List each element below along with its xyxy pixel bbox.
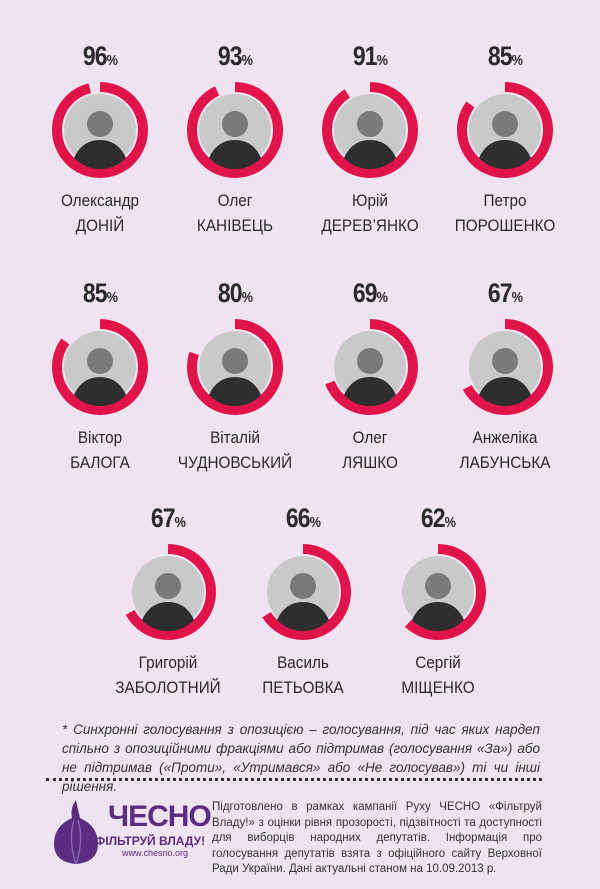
percent-label: 67%	[150, 503, 186, 533]
photo-shoulders	[74, 377, 126, 407]
ring-arc	[52, 82, 148, 178]
percent-ring	[457, 82, 553, 178]
ring-arc	[390, 544, 486, 640]
footnote: * Синхронні голосування з опозицією – го…	[62, 722, 540, 794]
ring-arc	[255, 544, 351, 640]
percent-label: 91%	[352, 41, 388, 71]
ring-arc	[187, 82, 283, 178]
photo-head	[87, 111, 113, 137]
garlic-logo-icon	[54, 800, 98, 865]
photo-head	[87, 348, 113, 374]
deputy-card: 69% Олег ЛЯШКО	[300, 277, 440, 475]
photo-shoulders	[74, 140, 126, 170]
photo-head	[222, 348, 248, 374]
photo-head	[357, 111, 383, 137]
ring-arc	[120, 544, 216, 640]
brand-url[interactable]: www.chesno.org	[122, 848, 189, 858]
percent-label: 62%	[420, 503, 456, 533]
ring-arc	[187, 319, 283, 415]
photo-head	[357, 348, 383, 374]
deputy-card: 67% Анжеліка ЛАБУНСЬКА	[435, 277, 575, 475]
ring-arc	[322, 319, 418, 415]
photo-head	[425, 573, 451, 599]
ring-arc	[322, 82, 418, 178]
deputy-name: Віктор БАЛОГА	[70, 428, 130, 472]
photo-head	[222, 111, 248, 137]
photo-shoulders	[142, 602, 194, 632]
photo-shoulders	[344, 377, 396, 407]
photo-shoulders	[209, 377, 261, 407]
percent-ring	[52, 82, 148, 178]
percent-label: 85%	[82, 278, 118, 308]
deputy-name: Сергій МІЩЕНКО	[401, 653, 475, 697]
deputy-name: Анжеліка ЛАБУНСЬКА	[459, 428, 551, 472]
deputy-name: Олег ЛЯШКО	[342, 428, 398, 472]
photo-shoulders	[209, 140, 261, 170]
deputy-card: 85% Віктор БАЛОГА	[30, 277, 170, 475]
brand-name: ЧЕСНО	[108, 800, 212, 833]
deputy-card: 96% Олександр ДОНІЙ	[30, 40, 170, 238]
percent-label: 69%	[352, 278, 388, 308]
photo-head	[290, 573, 316, 599]
percent-label: 67%	[487, 278, 523, 308]
deputy-card: 91% Юрій ДЕРЕВ’ЯНКО	[300, 40, 440, 238]
credits-text: Підготовлено в рамках кампанії Руху ЧЕСН…	[212, 801, 542, 875]
ring-arc	[457, 82, 553, 178]
photo-head	[155, 573, 181, 599]
ring-arc	[52, 319, 148, 415]
brand-slogan: ФІЛЬТРУЙ ВЛАДУ!	[95, 834, 206, 848]
photo-shoulders	[412, 602, 464, 632]
dotted-divider	[46, 778, 542, 781]
percent-ring	[52, 319, 148, 415]
deputy-card: 80% Віталій ЧУДНОВСЬКИЙ	[165, 277, 305, 475]
percent-label: 80%	[217, 278, 253, 308]
ring-arc	[457, 319, 553, 415]
deputy-card: 66% Василь ПЕТЬОВКА	[233, 502, 373, 700]
photo-head	[492, 348, 518, 374]
deputy-card: 67% Григорій ЗАБОЛОТНИЙ	[98, 502, 238, 700]
percent-label: 85%	[487, 41, 523, 71]
photo-head	[492, 111, 518, 137]
photo-shoulders	[277, 602, 329, 632]
photo-shoulders	[479, 377, 531, 407]
percent-label: 93%	[217, 41, 253, 71]
percent-label: 66%	[285, 503, 321, 533]
photo-shoulders	[344, 140, 396, 170]
deputy-name: Юрій ДЕРЕВ’ЯНКО	[321, 191, 419, 235]
deputy-name: Петро ПОРОШЕНКО	[454, 191, 556, 235]
percent-ring	[255, 544, 351, 640]
percent-ring	[322, 82, 418, 178]
deputy-name: Олександр ДОНІЙ	[60, 191, 140, 235]
percent-ring	[187, 82, 283, 178]
percent-ring	[390, 544, 486, 640]
deputy-card: 85% Петро ПОРОШЕНКО	[435, 40, 575, 238]
percent-ring	[457, 319, 553, 415]
percent-ring	[187, 319, 283, 415]
deputy-name: Василь ПЕТЬОВКА	[262, 653, 344, 697]
photo-shoulders	[479, 140, 531, 170]
deputy-name: Григорій ЗАБОЛОТНИЙ	[115, 653, 221, 697]
percent-ring	[120, 544, 216, 640]
deputy-card: 62% Сергій МІЩЕНКО	[368, 502, 508, 700]
deputy-card: 93% Олег КАНІВЕЦЬ	[165, 40, 305, 238]
percent-label: 96%	[82, 41, 118, 71]
percent-ring	[322, 319, 418, 415]
deputy-name: Віталій ЧУДНОВСЬКИЙ	[177, 428, 293, 472]
deputy-name: Олег КАНІВЕЦЬ	[196, 191, 274, 235]
